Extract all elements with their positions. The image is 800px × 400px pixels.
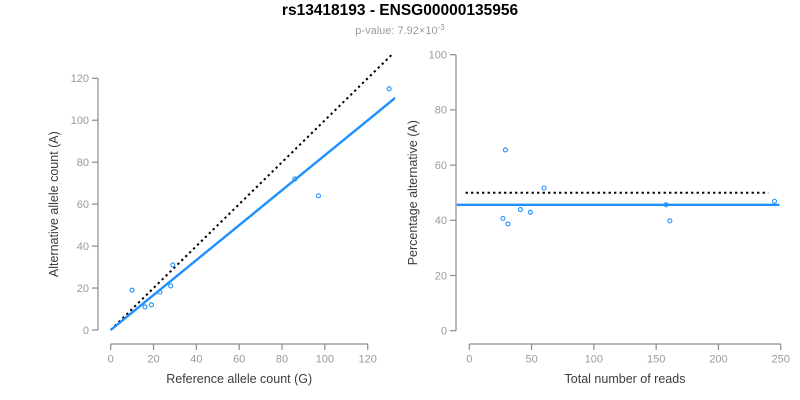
data-point [527,209,533,215]
y-tick-label: 100 [71,115,89,127]
y-tick-label: 20 [435,270,447,282]
x-tick-label: 80 [276,354,288,366]
data-point [663,202,669,208]
y-tick-label: 80 [77,157,89,169]
y-tick-label: 100 [429,50,447,62]
y-tick-label: 120 [71,73,89,85]
x-tick-label: 150 [647,354,665,366]
x-tick-label: 50 [525,354,537,366]
pvalue-subtitle: p-value: 7.92×10-3 [0,23,800,37]
data-point [505,221,511,227]
y-tick-label: 80 [435,105,447,117]
data-point [502,147,508,153]
plot-panel: 0 20 40 60 80 100 120 0 20 40 60 80 100 120 Reference … [47,54,395,386]
x-tick-label: 250 [772,354,790,366]
data-point [168,283,174,289]
x-axis-title: Reference allele count (G) [166,372,312,386]
data-point [386,86,392,92]
y-axis-title: Percentage alternative (A) [406,120,420,265]
y-tick-label: 0 [441,326,447,338]
fit-line [109,96,395,331]
y-tick-label: 40 [77,241,89,253]
y-tick-label: 60 [77,199,89,211]
x-tick-label: 100 [316,354,334,366]
data-point [292,176,298,182]
data-point [541,185,547,191]
data-point [157,289,163,295]
pvalue-exponent: -3 [437,23,445,32]
page-title: rs13418193 - ENSG00000135956 [281,2,519,19]
y-tick-label: 0 [83,325,89,337]
x-tick-label: 100 [585,354,603,366]
x-tick-label: 60 [233,354,245,366]
line-layer [109,54,395,331]
plot-panel: 0 20 40 60 80 100 0 50 100 150 200 250 Total number … [406,50,790,387]
y-tick-label: 20 [77,283,89,295]
data-point [315,193,321,199]
identity-line [110,54,394,331]
line-layer [456,191,780,207]
x-tick-label: 0 [466,354,472,366]
x-tick-label: 20 [147,354,159,366]
x-tick-label: 200 [709,354,727,366]
pvalue-text: p-value: 7.92×10 [355,25,438,37]
x-tick-label: 40 [190,354,202,366]
y-tick-label: 60 [435,160,447,172]
x-tick-label: 120 [359,354,377,366]
data-point [517,206,523,213]
y-axis-title: Alternative allele count (A) [47,131,61,277]
data-point [500,215,506,221]
x-tick-label: 0 [108,354,114,366]
data-point [771,198,778,204]
data-point [148,302,154,308]
data-point [142,304,148,310]
data-point [129,287,135,293]
y-tick-label: 40 [435,215,447,227]
data-point [170,262,176,268]
x-axis-title: Total number of reads [565,372,686,386]
data-point [667,218,673,224]
